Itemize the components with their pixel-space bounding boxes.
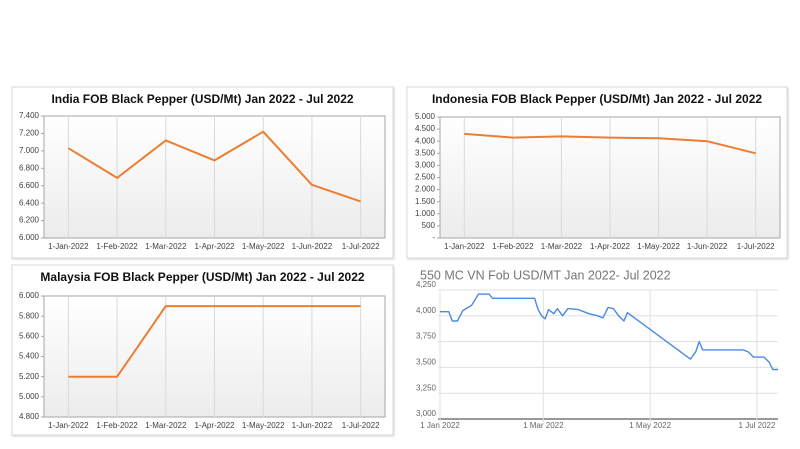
y-tick-label: 5.200 — [19, 372, 40, 381]
x-tick-label: 1-Feb-2022 — [96, 421, 138, 430]
x-tick-label: 1-Apr-2022 — [194, 242, 235, 251]
x-tick-label: 1-Jul-2022 — [342, 421, 380, 430]
y-tick-label: 4.500 — [415, 124, 436, 133]
y-tick-label: 500 — [422, 221, 436, 230]
y-tick-label: 3,000 — [416, 409, 437, 418]
x-tick-label: 1-May-2022 — [637, 242, 680, 251]
y-tick-label: 3,250 — [416, 383, 437, 392]
x-tick-label: 1 Mar 2022 — [523, 421, 564, 430]
chart-title: Malaysia FOB Black Pepper (USD/Mt) Jan 2… — [40, 270, 364, 284]
y-tick-label: 4,250 — [416, 280, 437, 289]
y-tick-label: - — [432, 233, 435, 242]
y-tick-label: 7.200 — [19, 129, 40, 138]
data-line — [67, 130, 361, 203]
y-tick-label: 5.800 — [19, 311, 40, 320]
x-tick-label: 1-Jan-2022 — [48, 242, 89, 251]
x-tick-label: 1 May 2022 — [629, 421, 671, 430]
y-tick-label: 5.400 — [19, 352, 40, 361]
data-line — [440, 293, 778, 371]
y-tick-label: 7.000 — [19, 146, 40, 155]
y-tick-label: 6.800 — [19, 163, 40, 172]
y-tick-label: 2.000 — [415, 185, 436, 194]
x-tick-label: 1-Jun-2022 — [687, 242, 728, 251]
x-tick-label: 1-Mar-2022 — [145, 242, 187, 251]
x-tick-label: 1-Jun-2022 — [292, 242, 333, 251]
y-tick-label: 6.400 — [19, 198, 40, 207]
x-tick-label: 1-Apr-2022 — [590, 242, 631, 251]
y-tick-label: 6.600 — [19, 181, 40, 190]
y-tick-label: 4.800 — [19, 412, 40, 421]
x-tick-label: 1-Jan-2022 — [48, 421, 89, 430]
x-tick-label: 1 Jul 2022 — [739, 421, 776, 430]
x-tick-label: 1-Feb-2022 — [492, 242, 534, 251]
x-tick-label: 1-Jul-2022 — [737, 242, 775, 251]
y-tick-label: 6.000 — [19, 233, 40, 242]
chart-title: 550 MC VN Fob USD/MT Jan 2022- Jul 2022 — [420, 268, 671, 282]
y-tick-label: 6.000 — [19, 291, 40, 300]
y-tick-label: 7.400 — [19, 111, 40, 120]
y-tick-label: 5.600 — [19, 331, 40, 340]
y-tick-label: 1.500 — [415, 197, 436, 206]
x-tick-label: 1-Jun-2022 — [292, 421, 333, 430]
data-line — [68, 305, 361, 378]
x-tick-label: 1-Apr-2022 — [194, 421, 235, 430]
x-tick-label: 1-May-2022 — [242, 421, 285, 430]
y-tick-label: 6.200 — [19, 216, 40, 225]
x-tick-label: 1-Jul-2022 — [342, 242, 380, 251]
y-tick-label: 5.000 — [19, 392, 40, 401]
data-line — [464, 132, 756, 155]
y-tick-label: 4.000 — [415, 136, 436, 145]
y-tick-label: 3.500 — [415, 148, 436, 157]
chart-title: India FOB Black Pepper (USD/Mt) Jan 2022… — [51, 92, 353, 106]
y-tick-label: 3.000 — [415, 161, 436, 170]
chart-title: Indonesia FOB Black Pepper (USD/Mt) Jan … — [432, 92, 762, 106]
x-tick-label: 1-Mar-2022 — [541, 242, 583, 251]
y-tick-label: 1.000 — [415, 209, 436, 218]
y-tick-label: 3,500 — [416, 358, 437, 367]
x-tick-label: 1 Jan 2022 — [420, 421, 460, 430]
x-tick-label: 1-Mar-2022 — [145, 421, 187, 430]
y-tick-label: 3,750 — [416, 332, 437, 341]
y-tick-label: 4,000 — [416, 306, 437, 315]
y-tick-label: 2.500 — [415, 173, 436, 182]
x-tick-label: 1-May-2022 — [242, 242, 285, 251]
x-tick-label: 1-Feb-2022 — [96, 242, 138, 251]
y-tick-label: 5.000 — [415, 112, 436, 121]
x-tick-label: 1-Jan-2022 — [444, 242, 485, 251]
